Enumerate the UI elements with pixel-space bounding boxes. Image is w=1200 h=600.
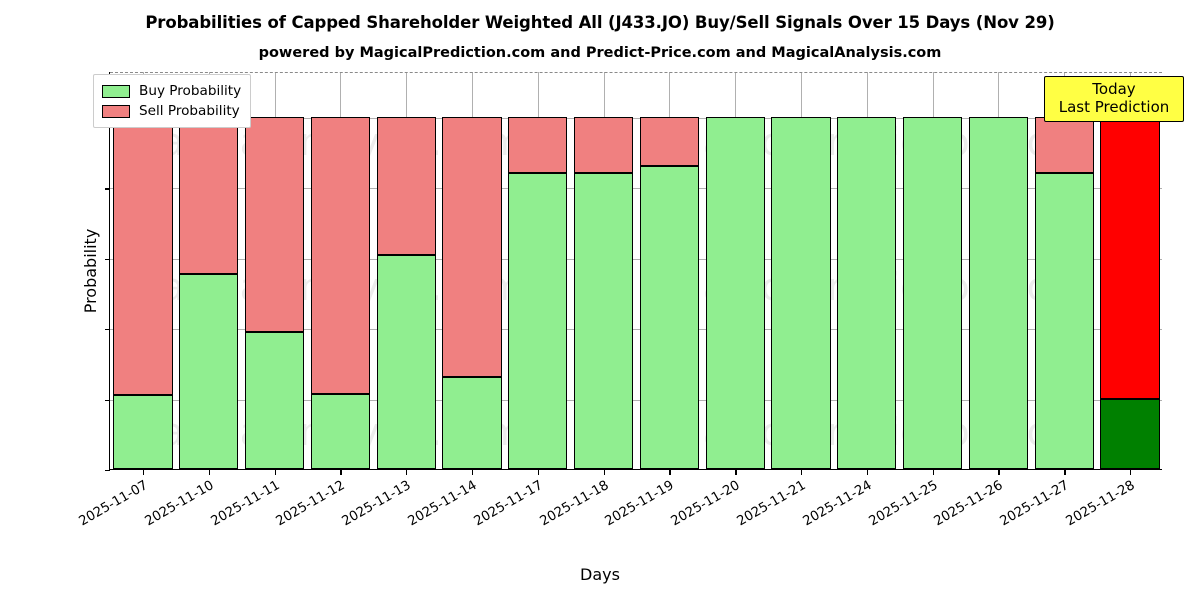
- bar-segment-buy[interactable]: [244, 332, 305, 469]
- x-axis-tick-mark: [471, 470, 474, 475]
- gridline-horizontal: [110, 258, 1162, 260]
- bar-group[interactable]: [968, 72, 1029, 469]
- gridline-horizontal: [110, 399, 1162, 401]
- chart-legend: Buy Probability Sell Probability: [93, 74, 252, 128]
- bar-group[interactable]: [244, 72, 305, 469]
- bar-segment-sell[interactable]: [113, 116, 173, 396]
- y-axis-tick-mark: [105, 399, 110, 401]
- bar-group[interactable]: [310, 72, 370, 469]
- bar-segment-buy[interactable]: [968, 116, 1029, 469]
- bar-segment-sell[interactable]: [376, 116, 436, 255]
- reference-line: [110, 72, 1162, 73]
- gridline-horizontal: [110, 188, 1162, 190]
- bar-group[interactable]: [1034, 72, 1094, 469]
- x-axis-tick-mark: [932, 470, 934, 475]
- bar-group[interactable]: [903, 72, 963, 469]
- x-axis-tick-mark: [669, 470, 671, 475]
- x-axis-tick-mark: [866, 470, 869, 475]
- bar-segment-sell[interactable]: [244, 116, 305, 333]
- bar-group[interactable]: [639, 72, 699, 469]
- x-axis-tick-mark: [1130, 470, 1132, 475]
- x-axis-tick-mark: [1064, 470, 1066, 475]
- y-axis-tick-mark: [105, 470, 110, 472]
- gridline-horizontal: [110, 329, 1162, 331]
- bar-group[interactable]: [837, 72, 897, 469]
- plot-canvas: MagicalAnalysis.comMagicaPrediction.comM…: [110, 72, 1162, 469]
- chart-subtitle: powered by MagicalPrediction.com and Pre…: [258, 45, 942, 61]
- today-annotation-line2: Last Prediction: [1058, 97, 1170, 116]
- bar-segment-buy[interactable]: [639, 166, 699, 469]
- bar-group[interactable]: [573, 72, 634, 469]
- bar-segment-sell[interactable]: [508, 116, 568, 174]
- bar-segment-buy[interactable]: [837, 116, 897, 469]
- bar-segment-buy[interactable]: [442, 377, 502, 469]
- x-axis-tick-mark: [735, 470, 737, 475]
- x-axis-tick-mark: [340, 470, 342, 475]
- x-axis-tick-mark: [142, 470, 145, 475]
- x-axis-tick-mark: [208, 470, 211, 475]
- today-annotation-line1: Today: [1092, 80, 1136, 98]
- legend-item[interactable]: Buy Probability: [102, 81, 241, 101]
- x-axis-tick-mark: [603, 470, 605, 475]
- x-axis-tick-mark: [537, 470, 540, 475]
- bar-segment-buy[interactable]: [508, 173, 568, 469]
- x-axis-tick-mark: [274, 470, 276, 475]
- legend-item[interactable]: Sell Probability: [102, 101, 241, 121]
- bar-segment-buy[interactable]: [771, 116, 831, 469]
- bar-group[interactable]: [376, 72, 436, 469]
- today-annotation: Today Last Prediction: [1044, 76, 1184, 123]
- bar-segment-buy[interactable]: [179, 273, 239, 469]
- bar-segment-sell[interactable]: [442, 116, 502, 378]
- plot-area: Probability MagicalAnalysis.comMagicaPre…: [77, 72, 1162, 529]
- bar-segment-buy[interactable]: [1034, 173, 1094, 469]
- bar-segment-sell[interactable]: [310, 116, 370, 394]
- legend-label: Sell Probability: [139, 103, 240, 119]
- bar-segment-buy[interactable]: [573, 173, 634, 469]
- bar-segment-buy[interactable]: [310, 393, 370, 469]
- x-axis-tick-mark: [406, 470, 408, 475]
- bar-group[interactable]: [1100, 72, 1160, 469]
- bar-segment-buy[interactable]: [903, 116, 963, 469]
- x-axis-label: Days: [580, 565, 620, 584]
- bar-segment-buy-today[interactable]: [1100, 398, 1160, 469]
- bar-group[interactable]: [442, 72, 502, 469]
- bar-segment-buy[interactable]: [705, 116, 765, 469]
- bar-group[interactable]: [179, 72, 239, 469]
- y-axis-tick-mark: [105, 258, 110, 260]
- bar-group[interactable]: [771, 72, 831, 469]
- legend-swatch-icon: [102, 84, 130, 98]
- bar-group[interactable]: [705, 72, 765, 469]
- bar-segment-sell[interactable]: [1034, 116, 1094, 174]
- x-axis-tick-mark: [801, 470, 803, 475]
- x-axis-tick-mark: [998, 470, 1000, 475]
- bar-group[interactable]: [113, 72, 173, 469]
- y-axis-label: Probability: [80, 228, 100, 313]
- chart-title: Probabilities of Capped Shareholder Weig…: [145, 13, 1055, 32]
- bar-segment-buy[interactable]: [113, 395, 173, 469]
- gridline-horizontal: [110, 117, 1162, 119]
- legend-swatch-icon: [102, 104, 130, 118]
- bar-segment-sell[interactable]: [639, 116, 699, 167]
- legend-label: Buy Probability: [139, 83, 242, 99]
- bar-segment-sell[interactable]: [179, 116, 239, 274]
- y-axis-tick-mark: [105, 188, 110, 190]
- y-axis-tick-mark: [105, 329, 110, 331]
- bar-segment-sell[interactable]: [573, 116, 634, 174]
- bar-group[interactable]: [508, 72, 568, 469]
- bar-segment-buy[interactable]: [376, 254, 436, 469]
- bar-segment-sell-today[interactable]: [1100, 116, 1160, 399]
